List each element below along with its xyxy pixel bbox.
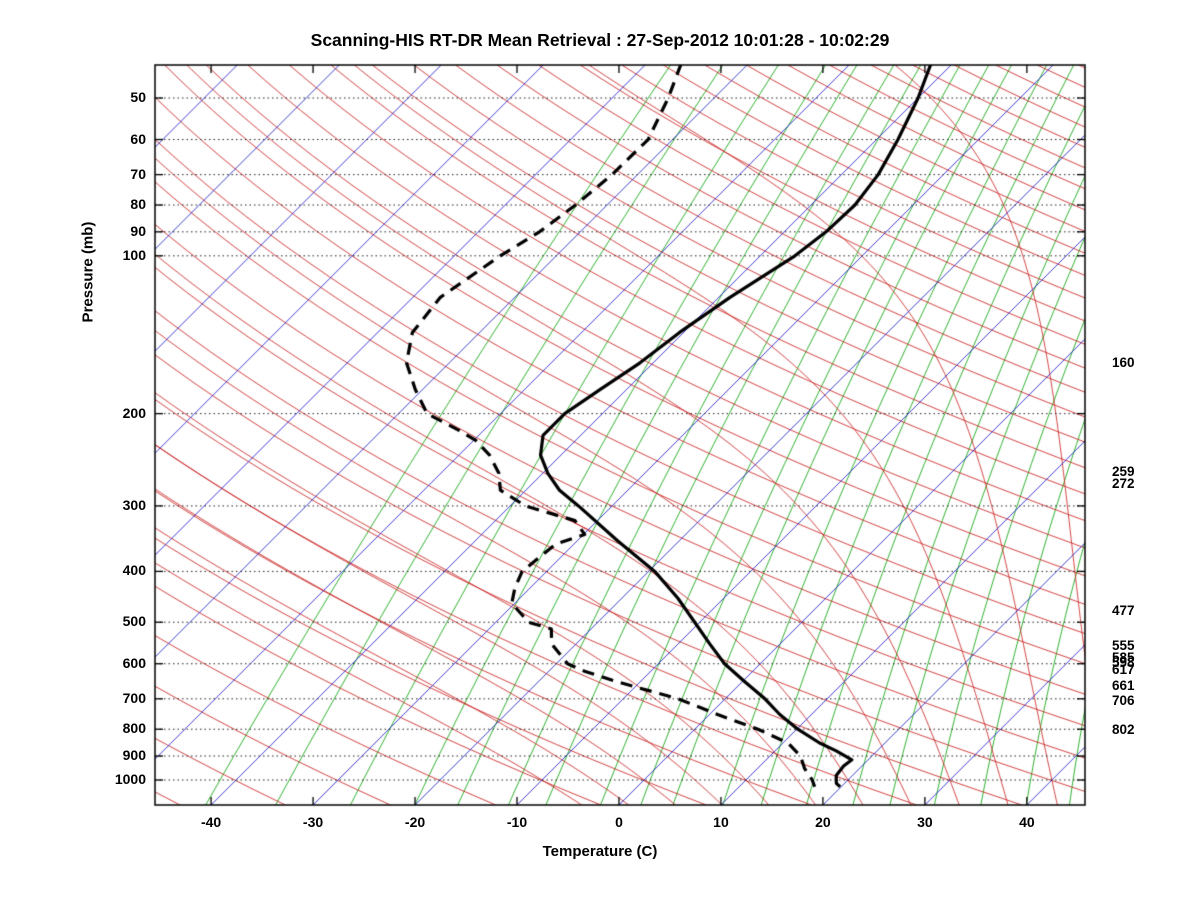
x-tick-label: 30 (917, 814, 933, 830)
x-tick-label: 10 (713, 814, 729, 830)
y-tick-label: 300 (122, 496, 146, 513)
y-tick-label: 1000 (114, 771, 146, 787)
x-tick-label: 20 (815, 814, 831, 830)
y-tick-label: 800 (122, 720, 146, 737)
x-tick-label: -20 (404, 814, 426, 830)
right-pressure-label: 555 (1112, 637, 1135, 653)
x-tick-label: 0 (615, 814, 623, 830)
x-tick-label: -30 (302, 814, 324, 830)
right-pressure-label: 802 (1112, 721, 1135, 737)
right-pressure-label: 160 (1112, 354, 1135, 370)
y-tick-label: 400 (122, 562, 146, 579)
right-pressure-label: 477 (1112, 603, 1135, 619)
right-pressure-label: 259 (1112, 464, 1135, 480)
right-pressure-label: 617 (1112, 662, 1135, 678)
y-tick-label: 80 (130, 196, 146, 212)
y-tick-label: 500 (122, 613, 146, 630)
y-tick-label: 900 (122, 747, 146, 764)
x-tick-label: -10 (506, 814, 528, 830)
y-tick-label: 200 (122, 404, 146, 421)
x-tick-label: -40 (200, 814, 222, 830)
y-tick-label: 70 (130, 165, 146, 182)
x-tick-label: 40 (1019, 814, 1035, 830)
right-pressure-label: 661 (1112, 677, 1135, 693)
right-pressure-label: 598 (1112, 654, 1135, 670)
chart-title: Scanning-HIS RT-DR Mean Retrieval : 27-S… (310, 30, 890, 50)
y-tick-label: 600 (122, 654, 146, 671)
y-tick-label: 700 (122, 689, 146, 706)
x-axis-label: Temperature (C) (542, 843, 658, 860)
right-pressure-label: 272 (1112, 475, 1135, 491)
y-tick-label: 50 (130, 89, 146, 106)
right-pressure-label: 706 (1112, 692, 1135, 708)
y-tick-label: 100 (122, 246, 146, 263)
y-tick-label: 90 (130, 222, 146, 239)
y-tick-label: 60 (130, 130, 146, 147)
right-pressure-label: 585 (1112, 649, 1135, 665)
